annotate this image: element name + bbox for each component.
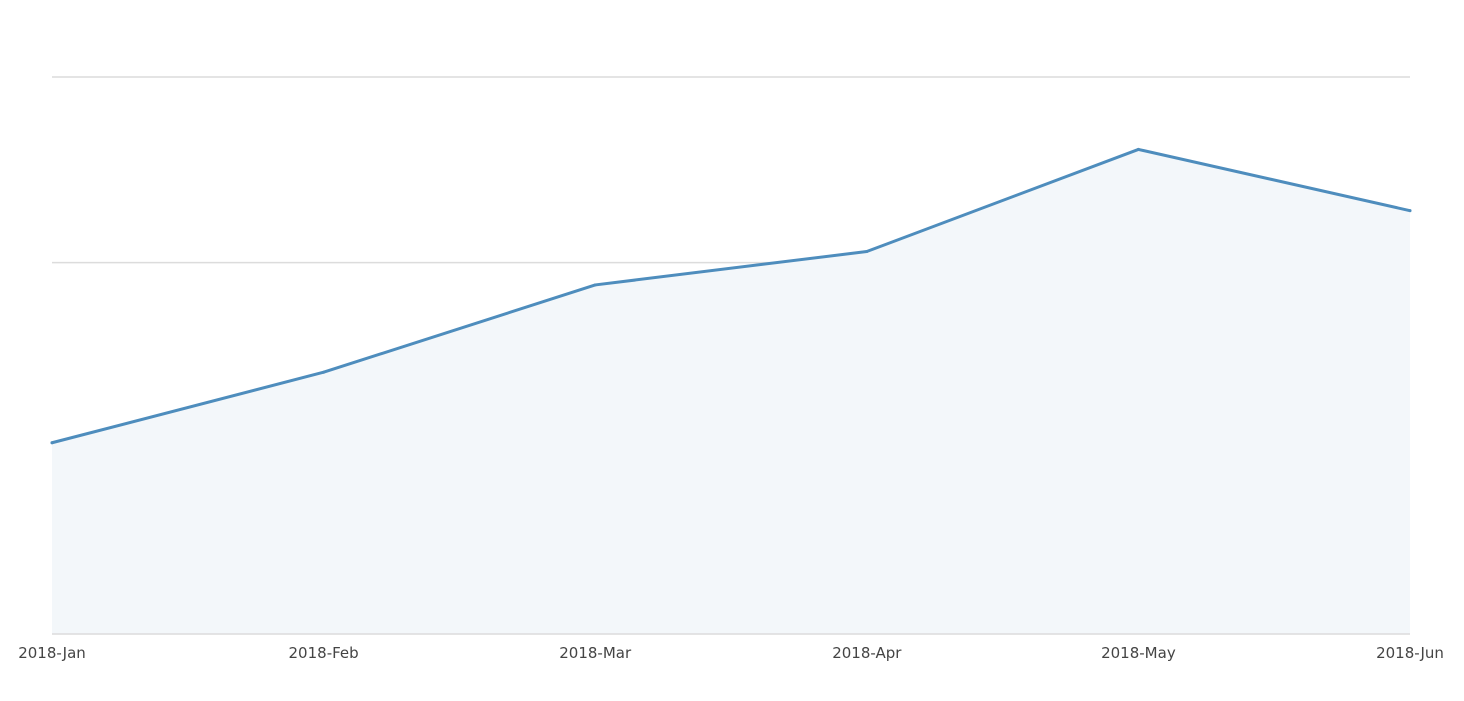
data-point-2018-feb bbox=[322, 370, 326, 374]
data-point-2018-mar bbox=[593, 283, 597, 287]
x-axis-ticks: 2018-Jan 2018-Feb 2018-Mar 2018-Apr 2018-May… bbox=[18, 644, 1444, 662]
x-tick-label: 2018-Apr bbox=[832, 644, 902, 662]
series-area-fill bbox=[52, 149, 1410, 634]
x-tick-label: 2018-Jun bbox=[1376, 644, 1444, 662]
data-point-2018-jun bbox=[1408, 209, 1412, 213]
points-layer bbox=[50, 147, 1412, 445]
data-point-2018-apr bbox=[865, 250, 869, 254]
x-tick-label: 2018-Mar bbox=[559, 644, 632, 662]
x-tick-label: 2018-May bbox=[1101, 644, 1176, 662]
x-tick-label: 2018-Feb bbox=[289, 644, 359, 662]
x-tick-label: 2018-Jan bbox=[18, 644, 86, 662]
data-point-2018-jan bbox=[50, 441, 54, 445]
series-line bbox=[50, 147, 1412, 445]
data-point-2018-may bbox=[1136, 147, 1140, 151]
